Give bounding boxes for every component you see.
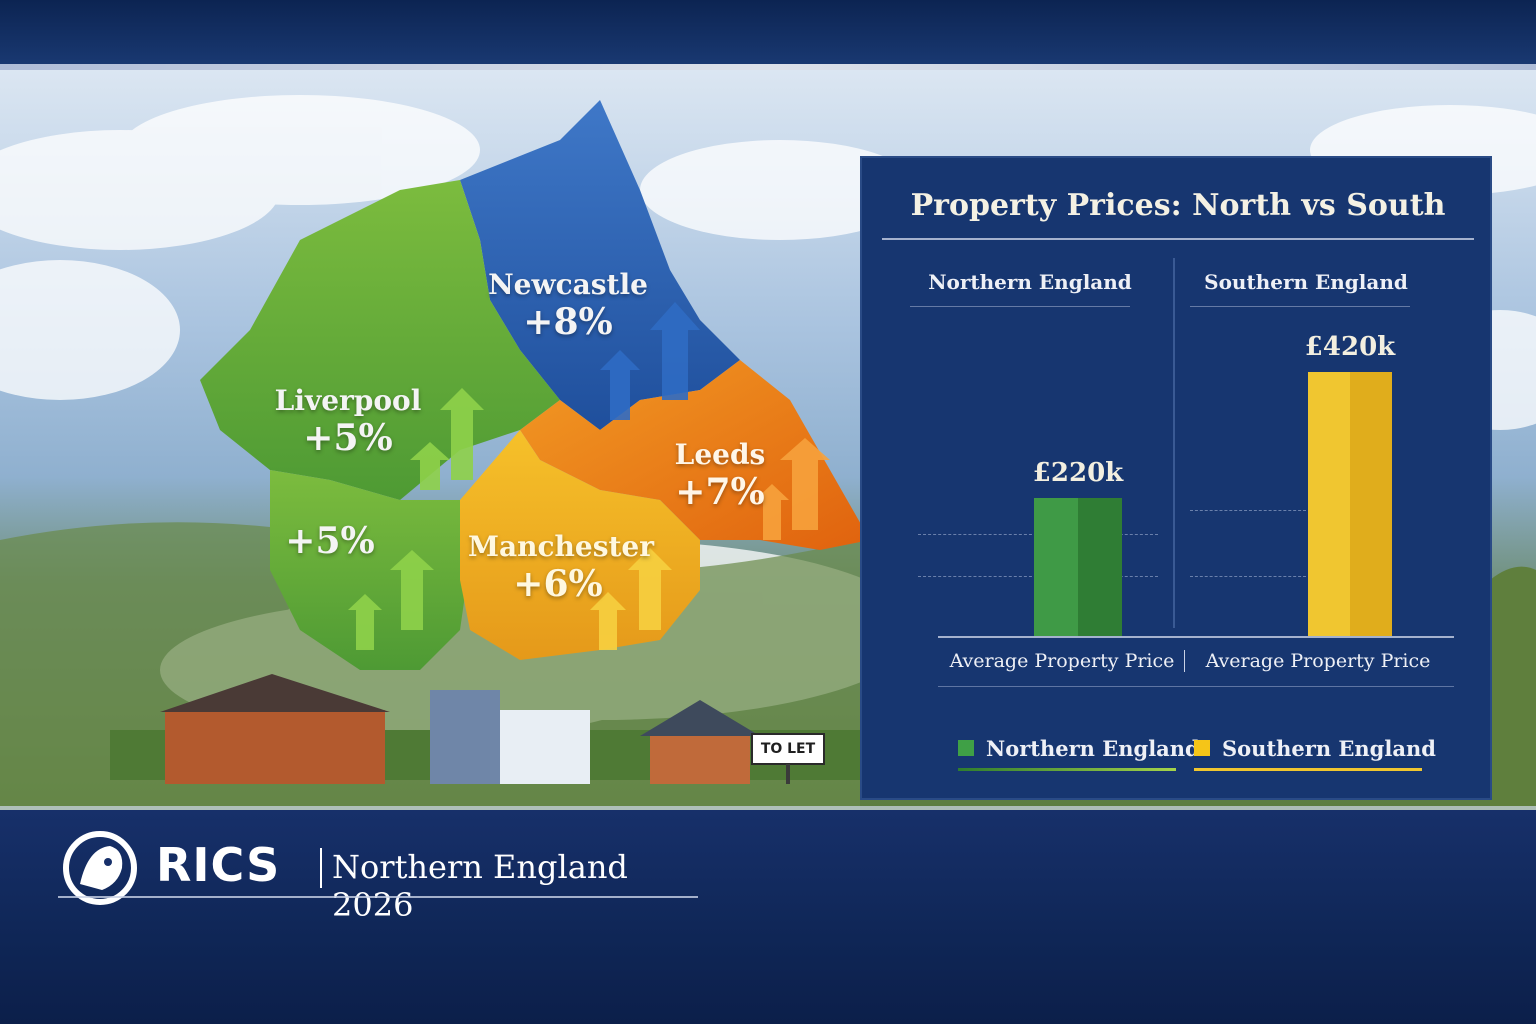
gridline: [1190, 510, 1306, 511]
bar-value-label-south: £420k: [1304, 332, 1396, 362]
top-band: [0, 0, 1536, 70]
region-change: +5%: [285, 520, 375, 562]
to-let-sign: TO LET: [760, 741, 816, 757]
brand-underline: [58, 896, 698, 898]
brand-subtitle: Northern England 2026: [332, 848, 628, 924]
region-leeds: [520, 360, 870, 550]
region-name: Leeds: [674, 438, 766, 471]
bar-southern-england: [1308, 372, 1392, 636]
x-axis-separator: [1184, 650, 1185, 672]
rics-logo-text: RICS: [156, 838, 281, 892]
legend-label-north: Northern England: [986, 736, 1200, 761]
gridline: [1190, 576, 1306, 577]
growth-arrows: [348, 302, 830, 650]
illustration-scene: Newcastle +8% Liverpool +5% +5% Leeds +7…: [0, 70, 1536, 810]
col-head-south-line: [1190, 306, 1410, 307]
x-axis-line: [938, 636, 1454, 638]
map-label-leeds: Leeds +7%: [650, 438, 790, 513]
col-head-north-line: [910, 306, 1130, 307]
region-name: Liverpool: [274, 384, 422, 417]
axis-rule: [938, 686, 1454, 687]
legend-item-south: Southern England: [1194, 736, 1436, 771]
brand-separator: [320, 848, 322, 888]
rics-lion-logo-icon: [63, 831, 137, 905]
bottom-band: [0, 810, 1536, 1024]
column-divider: [1173, 258, 1175, 628]
bar-value-label-north: £220k: [1032, 457, 1124, 488]
x-axis-label-south: Average Property Price: [1205, 650, 1431, 672]
x-axis-label-north: Average Property Price: [949, 650, 1175, 672]
chart-panel: Property Prices: North vs South Northern…: [860, 156, 1492, 800]
legend-swatch-south: [1194, 740, 1210, 756]
col-head-south: Southern England: [1204, 270, 1408, 294]
brand-block: RICS Northern England 2026: [58, 826, 698, 924]
map-label-newcastle: Newcastle +8%: [488, 268, 648, 343]
map-label-liverpool: Liverpool +5%: [268, 384, 428, 459]
region-name: Newcastle: [488, 268, 648, 301]
legend-swatch-north: [958, 740, 974, 756]
legend-label-south: Southern England: [1222, 736, 1436, 761]
bar-northern-england: [1034, 497, 1122, 636]
region-change: +5%: [303, 417, 393, 459]
bottom-divider: [0, 806, 1536, 812]
legend-underline-north: [958, 768, 1176, 771]
region-change: +6%: [513, 563, 603, 605]
region-change: +8%: [523, 301, 613, 343]
top-divider: [0, 64, 1536, 70]
region-change: +7%: [675, 471, 765, 513]
region-name: Manchester: [468, 530, 654, 563]
map-label-manchester: Manchester +6%: [468, 530, 654, 605]
legend-item-north: Northern England: [958, 736, 1200, 771]
legend-underline-south: [1194, 768, 1422, 771]
houses-illustration: [110, 674, 870, 784]
map-label-south-west: +5%: [270, 520, 390, 562]
col-head-north: Northern England: [928, 270, 1132, 294]
chart-title: Property Prices: North vs South: [910, 188, 1446, 223]
title-rule: [882, 238, 1474, 240]
